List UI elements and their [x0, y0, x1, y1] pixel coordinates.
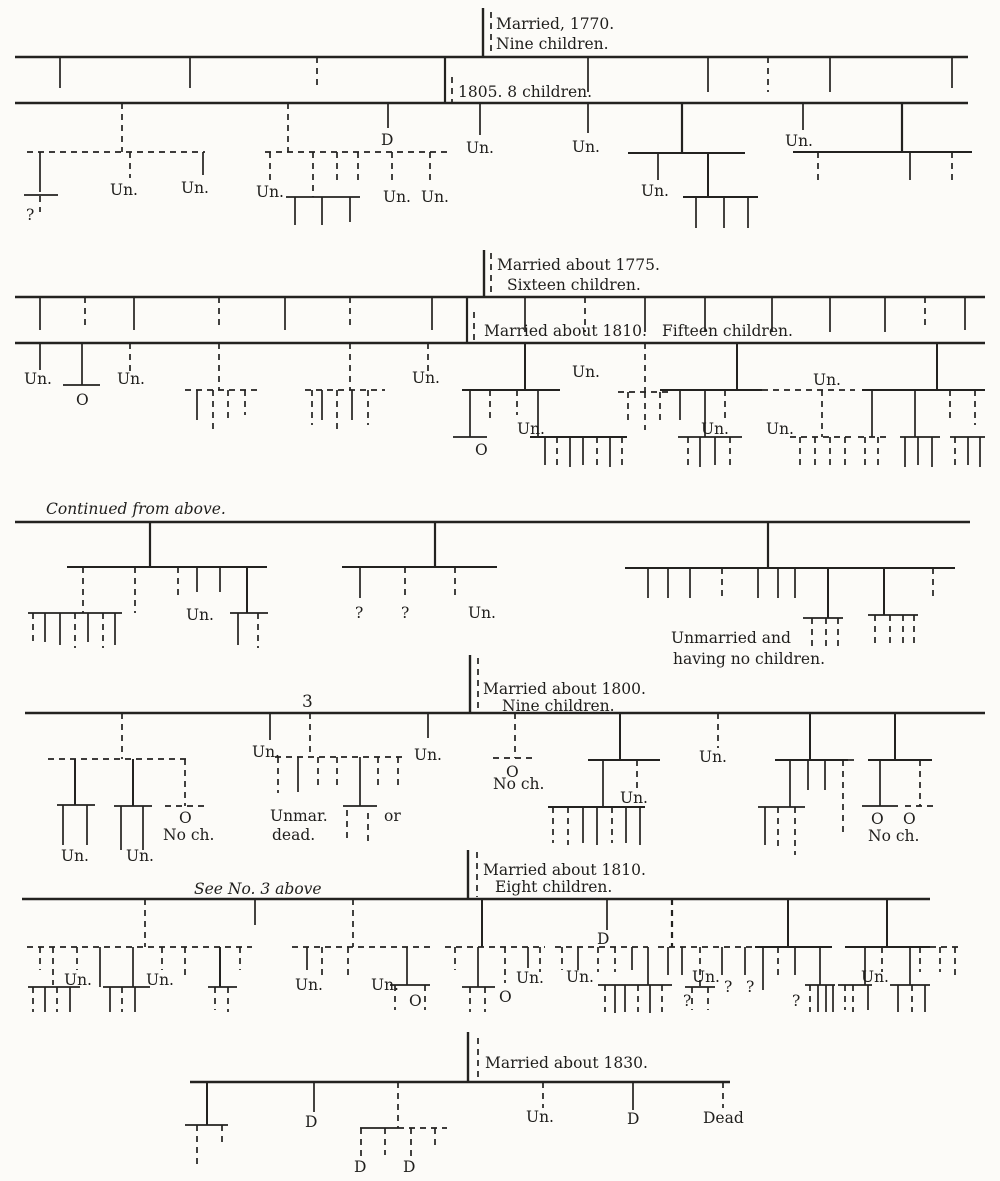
diagram-label: Un.: [466, 139, 494, 157]
diagram-label: Sixteen children.: [507, 276, 641, 294]
diagram-label: Un.: [383, 188, 411, 206]
diagram-label: No ch.: [163, 826, 214, 844]
diagram-label: O: [409, 992, 422, 1010]
diagram-label: D: [627, 1110, 639, 1128]
diagram-label: Un.: [566, 968, 594, 986]
diagram-label: Unmarried and: [671, 629, 791, 647]
diagram-label: O: [475, 441, 488, 459]
diagram-label: Un.: [517, 420, 545, 438]
diagram-label: Un.: [813, 371, 841, 389]
diagram-label: Unmar.: [270, 807, 328, 825]
diagram-label: No ch.: [493, 775, 544, 793]
diagram-label: Un.: [256, 183, 284, 201]
diagram-label: O: [499, 988, 512, 1006]
diagram-label: O: [871, 810, 884, 828]
diagram-label: Nine children.: [496, 35, 609, 53]
diagram-label: Nine children.: [502, 697, 615, 715]
diagram-label: Un.: [252, 743, 280, 761]
diagram-label: See No. 3 above: [194, 880, 322, 898]
diagram-label: Un.: [146, 971, 174, 989]
diagram-label: Un.: [766, 420, 794, 438]
diagram-label: Continued from above.: [46, 500, 226, 518]
diagram-label: Un.: [572, 363, 600, 381]
diagram-label: or: [384, 807, 401, 825]
diagram-label: dead.: [272, 826, 315, 844]
diagram-label: D: [597, 930, 609, 948]
diagram-label: D: [381, 131, 393, 149]
diagram-label: O: [506, 763, 519, 781]
diagram-label: having no children.: [673, 650, 825, 668]
diagram-label: No ch.: [868, 827, 919, 845]
diagram-label: Dead: [703, 1109, 744, 1127]
diagram-label: D: [354, 1158, 366, 1176]
diagram-label: Un.: [861, 968, 889, 986]
diagram-label: D: [305, 1113, 317, 1131]
diagram-label: Un.: [701, 420, 729, 438]
diagram-label: Un.: [371, 976, 399, 994]
diagram-label: Un.: [126, 847, 154, 865]
diagram-label: ?: [746, 978, 754, 996]
diagram-label: Married about 1800.: [483, 680, 646, 698]
diagram-label: ?: [683, 992, 691, 1010]
diagram-label: Un.: [699, 748, 727, 766]
diagram-label: Married about 1810.: [484, 322, 647, 340]
diagram-label: Married, 1770.: [496, 15, 614, 33]
diagram-label: Married about 1810.: [483, 861, 646, 879]
diagram-label: Un.: [24, 370, 52, 388]
diagram-label: Fifteen children.: [662, 322, 793, 340]
diagram-label: O: [179, 809, 192, 827]
diagram-label: Eight children.: [495, 878, 612, 896]
diagram-label: ?: [724, 978, 732, 996]
diagram-label: ?: [401, 604, 409, 622]
diagram-label: Un.: [412, 369, 440, 387]
diagram-label: 3: [302, 692, 313, 712]
diagram-label: Un.: [414, 746, 442, 764]
diagram-label: ?: [792, 992, 800, 1010]
diagram-label: Un.: [64, 971, 92, 989]
diagram-label: 1805. 8 children.: [458, 83, 592, 101]
diagram-label: Un.: [620, 789, 648, 807]
diagram-label: Un.: [295, 976, 323, 994]
diagram-label: Married about 1775.: [497, 256, 660, 274]
diagram-label: Un.: [526, 1108, 554, 1126]
diagram-label: Un.: [181, 179, 209, 197]
diagram-label: Un.: [186, 606, 214, 624]
diagram-label: Un.: [110, 181, 138, 199]
diagram-label: Un.: [516, 969, 544, 987]
diagram-label: ?: [26, 206, 34, 224]
diagram-label: Un.: [468, 604, 496, 622]
diagram-label: Un.: [421, 188, 449, 206]
diagram-label: O: [903, 810, 916, 828]
diagram-label: O: [76, 391, 89, 409]
diagram-label: ?: [355, 604, 363, 622]
diagram-label: D: [403, 1158, 415, 1176]
diagram-label: Un.: [692, 968, 720, 986]
diagram-label: Married about 1830.: [485, 1054, 648, 1072]
diagram-label: Un.: [641, 182, 669, 200]
diagram-label: Un.: [572, 138, 600, 156]
diagram-label: Un.: [117, 370, 145, 388]
diagram-label: Un.: [785, 132, 813, 150]
diagram-label: Un.: [61, 847, 89, 865]
